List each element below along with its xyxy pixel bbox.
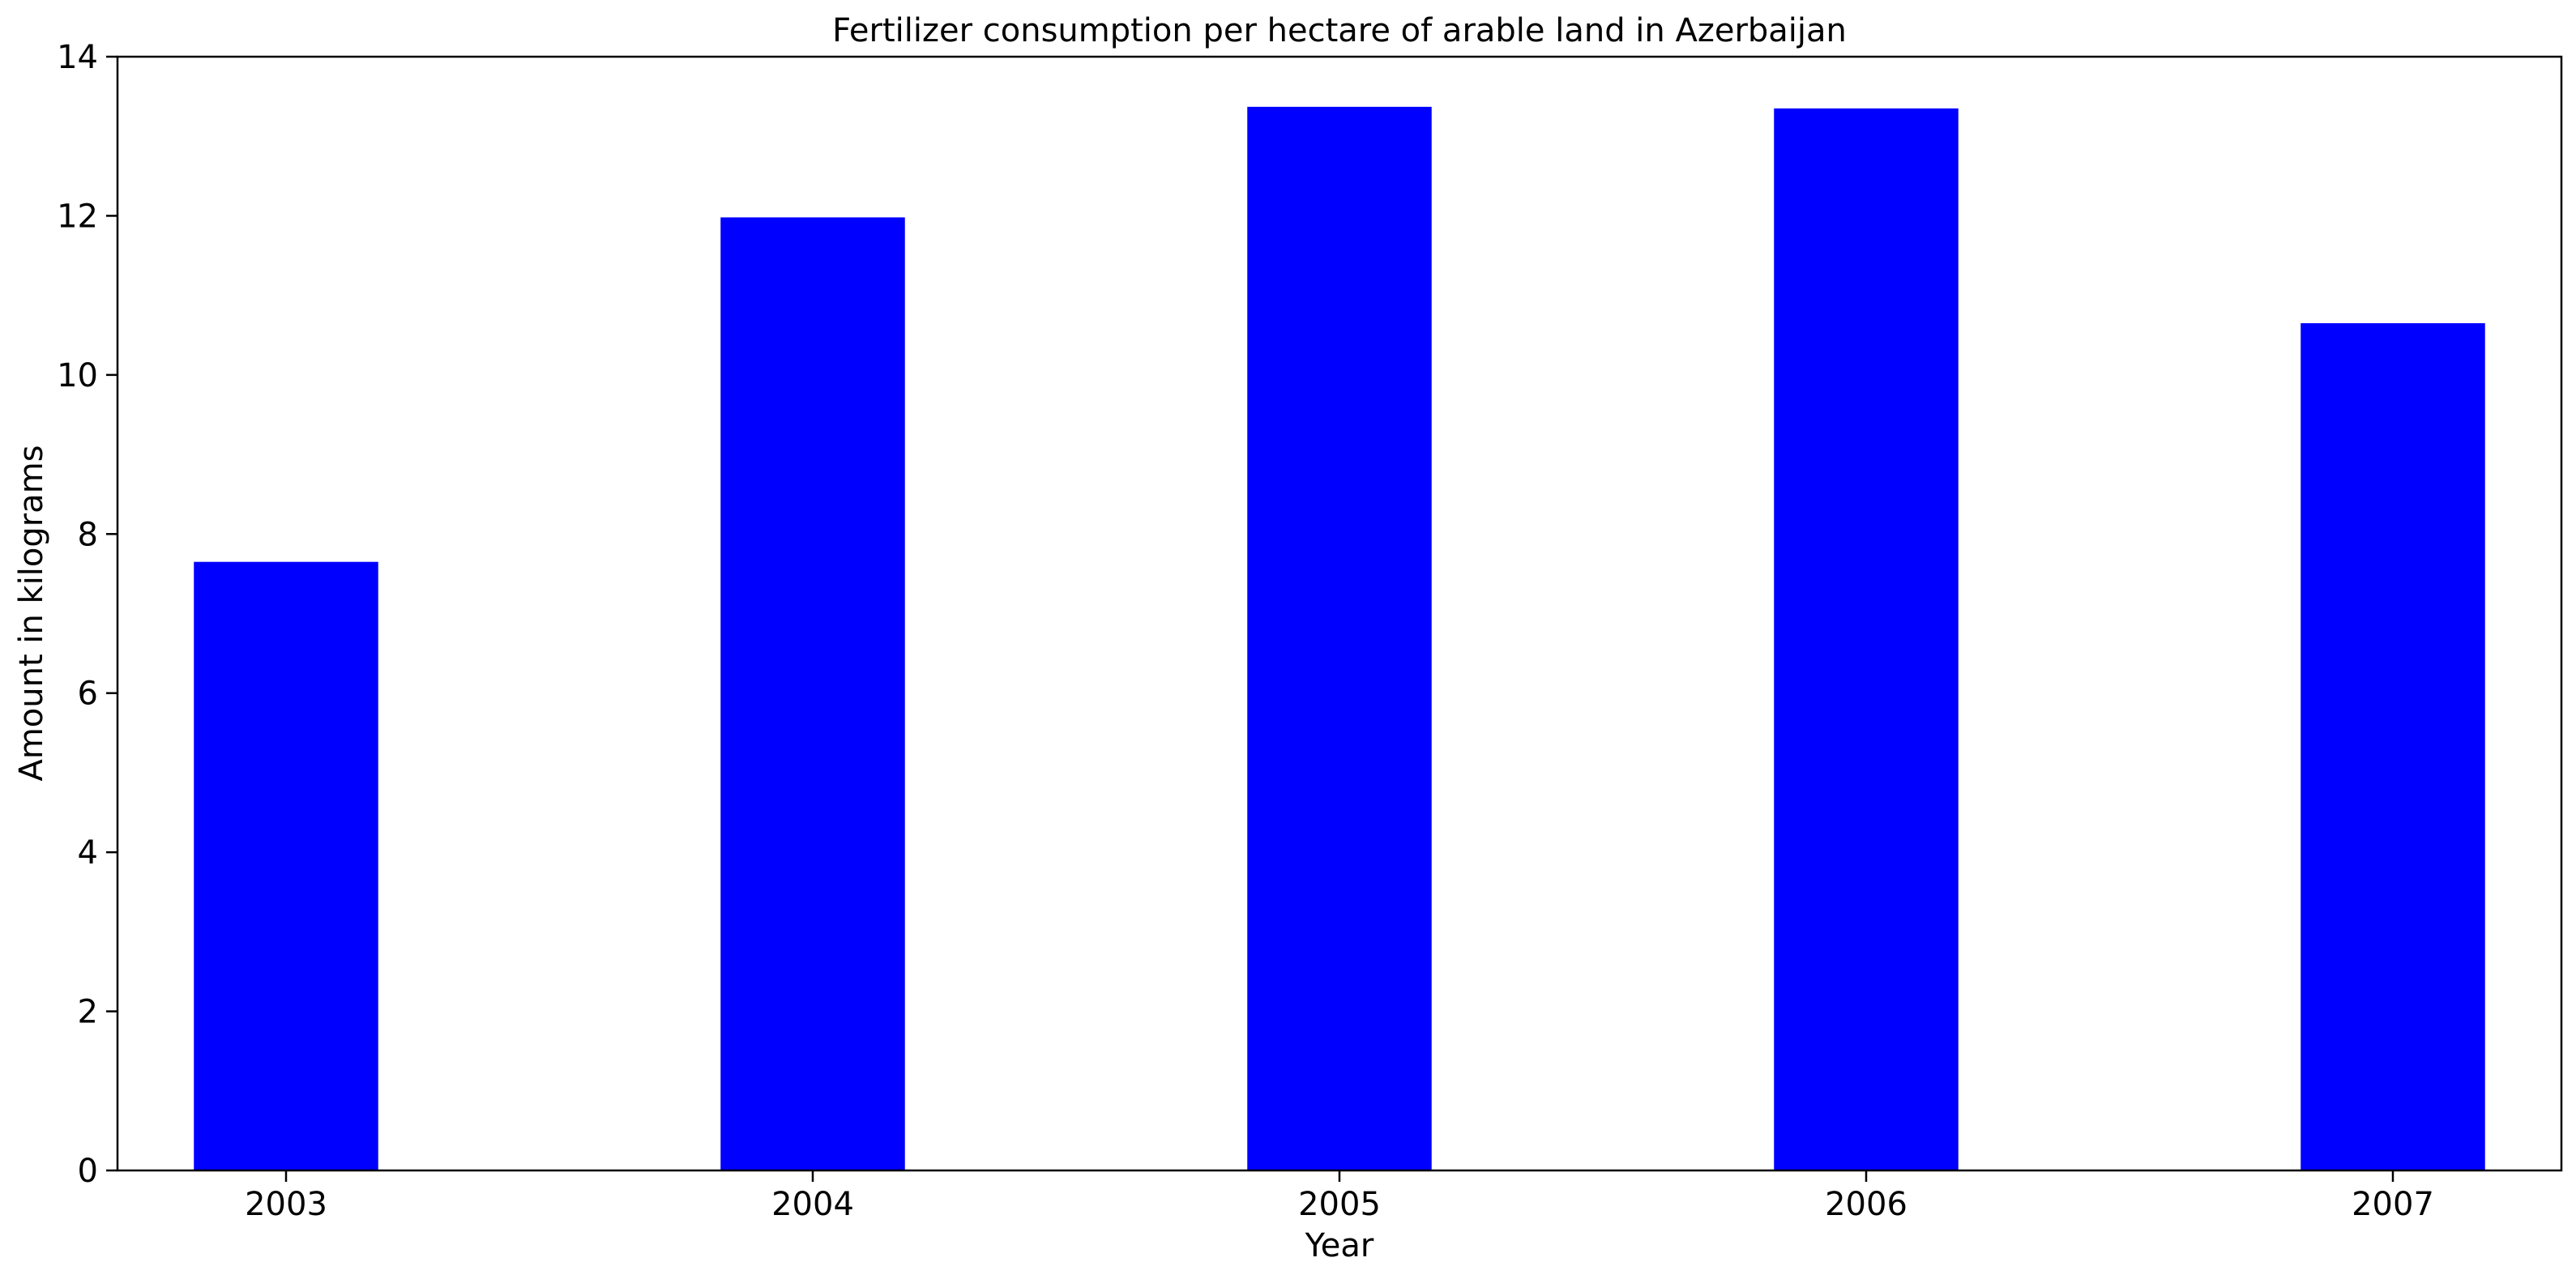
- bar-2003: [194, 561, 378, 1170]
- x-tick-label: 2005: [1298, 1186, 1381, 1223]
- bar-2007: [2300, 323, 2485, 1171]
- chart-title: Fertilizer consumption per hectare of ar…: [832, 12, 1847, 49]
- y-tick-label: 8: [78, 516, 98, 553]
- bars: [194, 106, 2485, 1171]
- x-axis-label: Year: [1305, 1227, 1374, 1264]
- y-axis-ticks: 0 2 4 6 8 10 12 14: [57, 39, 117, 1190]
- y-axis-label: Amount in kilograms: [13, 445, 50, 781]
- bar-2006: [1774, 108, 1959, 1171]
- x-tick-label: 2006: [1825, 1186, 1907, 1223]
- y-tick-label: 4: [78, 834, 98, 872]
- x-axis-ticks: 2003 2004 2005 2006 2007: [245, 1170, 2434, 1223]
- y-tick-label: 10: [57, 357, 98, 394]
- y-tick-label: 2: [78, 994, 98, 1031]
- x-tick-label: 2003: [245, 1186, 327, 1223]
- y-tick-label: 6: [78, 676, 98, 713]
- bar-2005: [1247, 106, 1432, 1170]
- y-tick-label: 12: [57, 198, 98, 235]
- y-tick-label: 14: [57, 39, 98, 76]
- x-tick-label: 2004: [771, 1186, 854, 1223]
- x-tick-label: 2007: [2352, 1186, 2434, 1223]
- bar-2004: [720, 217, 905, 1171]
- y-tick-label: 0: [78, 1153, 98, 1190]
